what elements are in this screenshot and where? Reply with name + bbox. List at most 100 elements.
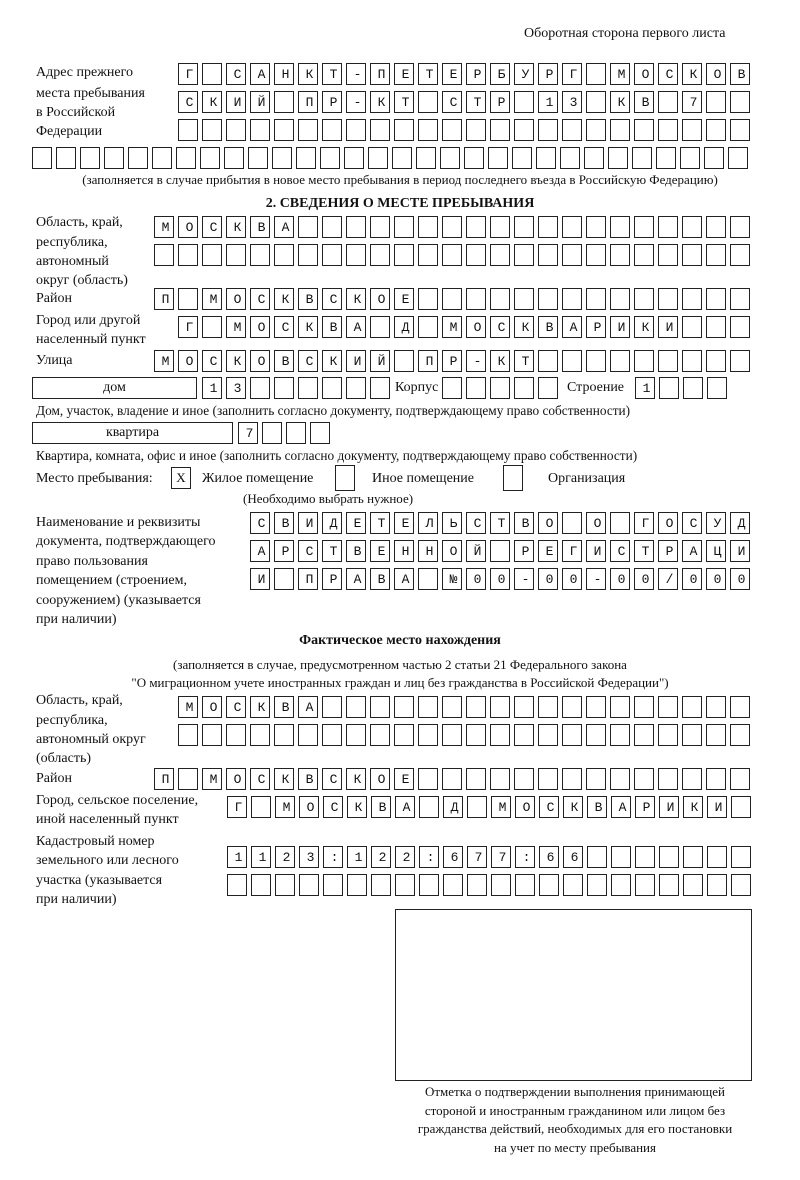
char-cell[interactable] (634, 350, 654, 372)
char-cell[interactable] (274, 244, 294, 266)
char-cell[interactable] (238, 422, 258, 444)
char-cell[interactable] (322, 350, 342, 372)
char-cell[interactable] (322, 377, 342, 399)
char-cell[interactable] (250, 216, 270, 238)
char-cell[interactable] (418, 512, 438, 534)
char-cell[interactable] (322, 63, 342, 85)
char-cell[interactable] (706, 540, 726, 562)
char-cell[interactable] (490, 377, 510, 399)
char-cell[interactable] (467, 796, 487, 818)
char-cell[interactable] (286, 422, 306, 444)
char-cell[interactable] (226, 91, 246, 113)
char-cell[interactable] (562, 244, 582, 266)
char-cell[interactable] (274, 63, 294, 85)
char-cell[interactable] (322, 316, 342, 338)
stay-checkbox-organization[interactable] (503, 465, 523, 491)
char-cell[interactable] (202, 350, 222, 372)
char-cell[interactable] (202, 377, 222, 399)
char-cell[interactable] (274, 216, 294, 238)
char-cell[interactable] (466, 350, 486, 372)
char-cell[interactable] (563, 796, 583, 818)
char-cell[interactable] (538, 316, 558, 338)
char-cell[interactable] (202, 216, 222, 238)
char-cell[interactable] (466, 568, 486, 590)
char-cell[interactable] (394, 568, 414, 590)
char-cell[interactable] (320, 147, 340, 169)
char-cell[interactable] (682, 316, 702, 338)
char-cell[interactable] (418, 350, 438, 372)
char-cell[interactable] (538, 768, 558, 790)
char-cell[interactable] (490, 568, 510, 590)
char-cell[interactable] (440, 147, 460, 169)
char-cell[interactable] (250, 119, 270, 141)
char-cell[interactable] (370, 288, 390, 310)
char-cell[interactable] (514, 568, 534, 590)
char-cell[interactable] (610, 696, 630, 718)
char-cell[interactable] (394, 119, 414, 141)
char-cell[interactable] (514, 288, 534, 310)
char-cell[interactable] (322, 244, 342, 266)
char-cell[interactable] (227, 846, 247, 868)
char-cell[interactable] (730, 350, 750, 372)
char-cell[interactable] (323, 874, 343, 896)
char-cell[interactable] (730, 568, 750, 590)
char-cell[interactable] (202, 288, 222, 310)
char-cell[interactable] (346, 288, 366, 310)
char-cell[interactable] (658, 724, 678, 746)
char-cell[interactable] (274, 696, 294, 718)
char-cell[interactable] (658, 288, 678, 310)
char-cell[interactable] (298, 768, 318, 790)
char-cell[interactable] (560, 147, 580, 169)
char-cell[interactable] (370, 696, 390, 718)
char-cell[interactable] (466, 377, 486, 399)
char-cell[interactable] (586, 91, 606, 113)
char-cell[interactable] (395, 874, 415, 896)
char-cell[interactable] (344, 147, 364, 169)
char-cell[interactable] (683, 846, 703, 868)
char-cell[interactable] (635, 874, 655, 896)
char-cell[interactable] (394, 63, 414, 85)
char-cell[interactable] (635, 377, 655, 399)
char-cell[interactable] (634, 768, 654, 790)
char-cell[interactable] (610, 244, 630, 266)
char-cell[interactable] (635, 846, 655, 868)
char-cell[interactable] (466, 316, 486, 338)
char-cell[interactable] (730, 288, 750, 310)
char-cell[interactable] (562, 63, 582, 85)
char-cell[interactable] (464, 147, 484, 169)
char-cell[interactable] (299, 846, 319, 868)
char-cell[interactable] (394, 724, 414, 746)
char-cell[interactable] (730, 768, 750, 790)
char-cell[interactable] (442, 91, 462, 113)
char-cell[interactable] (514, 768, 534, 790)
char-cell[interactable] (658, 119, 678, 141)
char-cell[interactable] (178, 316, 198, 338)
char-cell[interactable] (586, 244, 606, 266)
char-cell[interactable] (706, 119, 726, 141)
char-cell[interactable] (634, 63, 654, 85)
char-cell[interactable] (610, 119, 630, 141)
char-cell[interactable] (394, 696, 414, 718)
char-cell[interactable] (539, 796, 559, 818)
char-cell[interactable] (680, 147, 700, 169)
char-cell[interactable] (202, 91, 222, 113)
char-cell[interactable] (274, 512, 294, 534)
char-cell[interactable] (176, 147, 196, 169)
char-cell[interactable] (706, 244, 726, 266)
char-cell[interactable] (515, 846, 535, 868)
char-cell[interactable] (586, 540, 606, 562)
char-cell[interactable] (659, 377, 679, 399)
char-cell[interactable] (298, 724, 318, 746)
char-cell[interactable] (610, 63, 630, 85)
char-cell[interactable] (731, 846, 751, 868)
char-cell[interactable] (730, 63, 750, 85)
char-cell[interactable] (682, 568, 702, 590)
char-cell[interactable] (226, 63, 246, 85)
char-cell[interactable] (490, 540, 510, 562)
char-cell[interactable] (634, 568, 654, 590)
char-cell[interactable] (346, 216, 366, 238)
char-cell[interactable] (634, 316, 654, 338)
char-cell[interactable] (682, 63, 702, 85)
char-cell[interactable] (274, 540, 294, 562)
char-cell[interactable] (706, 350, 726, 372)
